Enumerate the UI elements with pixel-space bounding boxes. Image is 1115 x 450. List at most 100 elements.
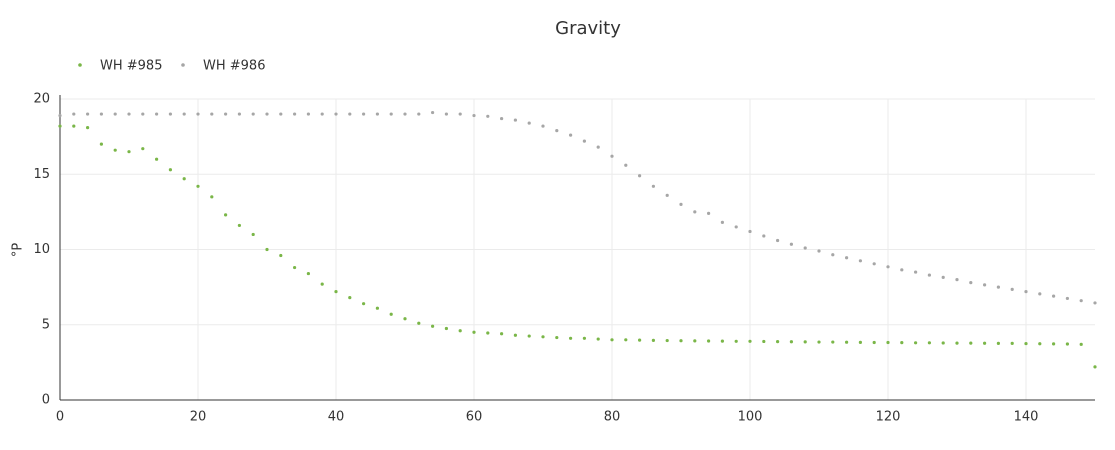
data-point <box>969 341 973 345</box>
data-point <box>306 271 310 276</box>
data-point <box>334 112 338 116</box>
data-point <box>872 340 876 345</box>
data-point <box>58 124 62 128</box>
y-tick-label: 15 <box>33 167 50 182</box>
data-point <box>679 202 683 206</box>
data-point <box>1079 299 1083 303</box>
data-point <box>638 174 642 178</box>
data-point <box>417 112 421 116</box>
data-point <box>734 339 738 343</box>
data-point <box>168 168 172 172</box>
legend-marker <box>78 63 82 67</box>
data-point <box>996 285 1001 289</box>
data-point <box>1024 290 1028 294</box>
x-tick-label: 60 <box>466 410 483 425</box>
data-point <box>1065 342 1069 346</box>
data-point <box>1079 342 1083 346</box>
data-point <box>831 253 835 257</box>
y-tick-label: 10 <box>33 242 50 257</box>
data-point <box>541 335 545 339</box>
legend-label: WH #985 <box>100 59 162 74</box>
data-point <box>927 273 932 277</box>
data-point <box>651 184 656 188</box>
data-point <box>86 112 90 116</box>
data-point <box>527 121 531 125</box>
x-tick-label: 20 <box>190 410 207 425</box>
data-point <box>472 330 476 334</box>
data-point <box>237 223 241 228</box>
data-point <box>624 338 628 342</box>
data-point <box>665 193 669 197</box>
data-point <box>762 234 766 238</box>
data-point <box>720 220 725 225</box>
data-point <box>900 268 904 272</box>
y-tick-label: 0 <box>42 393 50 408</box>
data-point <box>845 340 849 344</box>
data-point <box>596 145 600 149</box>
data-point <box>569 336 573 340</box>
data-point <box>651 338 656 343</box>
data-point <box>155 157 159 161</box>
data-point <box>362 302 366 306</box>
legend-marker <box>181 63 185 67</box>
data-point <box>486 331 490 335</box>
data-point <box>113 148 117 152</box>
data-point <box>403 317 407 321</box>
data-point <box>72 112 76 116</box>
data-point <box>776 238 780 243</box>
data-point <box>1038 292 1042 296</box>
data-point <box>803 340 807 344</box>
data-point <box>141 147 145 151</box>
data-point <box>1038 342 1042 346</box>
data-point <box>182 112 186 116</box>
data-point <box>210 112 214 116</box>
data-point <box>693 339 697 343</box>
data-point <box>831 340 835 344</box>
data-point <box>941 275 945 279</box>
data-point <box>265 247 269 252</box>
data-point <box>320 282 324 286</box>
data-point <box>99 142 103 146</box>
data-point <box>168 112 172 116</box>
data-point <box>472 113 476 118</box>
data-point <box>389 112 393 116</box>
data-point <box>679 339 683 343</box>
data-point <box>872 262 876 266</box>
data-point <box>348 112 352 116</box>
data-point <box>817 340 821 344</box>
data-point <box>113 112 117 116</box>
data-point <box>196 184 200 188</box>
data-point <box>279 112 283 116</box>
data-point <box>610 338 614 342</box>
data-point <box>1010 287 1014 291</box>
data-point <box>348 296 352 300</box>
data-point <box>417 321 421 325</box>
data-point <box>389 312 393 316</box>
y-axis-label: °P <box>11 243 26 258</box>
data-point <box>86 125 90 130</box>
data-point <box>279 253 283 258</box>
data-point <box>500 116 504 121</box>
data-point <box>127 150 131 154</box>
x-tick-label: 0 <box>56 410 64 425</box>
x-tick-label: 40 <box>328 410 345 425</box>
x-tick-label: 100 <box>738 410 763 425</box>
data-point <box>748 229 752 234</box>
data-point <box>1052 294 1056 298</box>
data-point <box>251 112 255 116</box>
data-point <box>886 265 890 269</box>
data-point <box>748 339 752 343</box>
data-point <box>596 337 600 341</box>
data-point <box>196 112 200 116</box>
data-point <box>803 246 807 250</box>
data-point <box>513 118 518 122</box>
data-point <box>955 278 959 282</box>
data-point <box>431 110 435 115</box>
data-point <box>127 112 131 116</box>
data-point <box>817 249 821 253</box>
data-point <box>776 340 780 344</box>
data-point <box>237 112 241 116</box>
data-point <box>58 113 62 118</box>
data-point <box>1052 342 1056 346</box>
data-point <box>182 177 186 181</box>
